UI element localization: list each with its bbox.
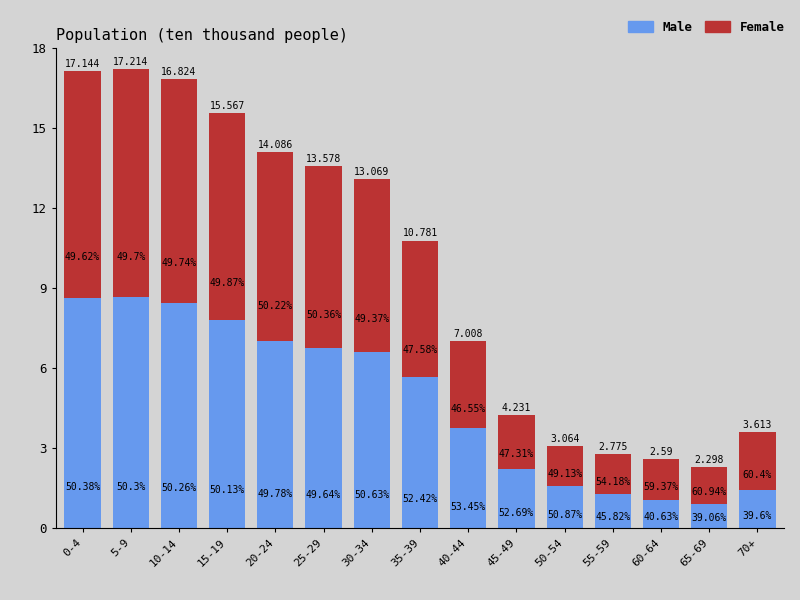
Bar (258, 152, 294, 341)
Text: 49.74%: 49.74% (162, 258, 197, 268)
Text: 2.775: 2.775 (598, 442, 627, 452)
Text: 50.22%: 50.22% (258, 301, 293, 311)
Text: 7.008: 7.008 (454, 329, 483, 339)
Bar (594, 454, 631, 494)
Bar (450, 341, 486, 428)
Bar (546, 446, 582, 487)
Bar (161, 79, 197, 302)
Text: 46.55%: 46.55% (450, 404, 486, 414)
Text: 49.64%: 49.64% (306, 490, 342, 500)
Bar (643, 459, 679, 500)
Bar (691, 504, 727, 528)
Text: 4.231: 4.231 (502, 403, 531, 413)
Text: 45.82%: 45.82% (595, 512, 630, 521)
Bar (354, 179, 390, 352)
Text: 2.298: 2.298 (694, 455, 724, 464)
Bar (739, 431, 775, 490)
Text: 50.3%: 50.3% (116, 482, 146, 492)
Text: 2.59: 2.59 (650, 447, 673, 457)
Text: 59.37%: 59.37% (643, 482, 678, 493)
Text: 50.13%: 50.13% (210, 485, 245, 496)
Text: 17.144: 17.144 (65, 59, 100, 68)
Text: 50.36%: 50.36% (306, 310, 342, 320)
Text: 3.064: 3.064 (550, 434, 579, 444)
Text: 3.613: 3.613 (742, 419, 772, 430)
Text: 40.63%: 40.63% (643, 512, 678, 523)
Bar (161, 302, 197, 528)
Bar (643, 500, 679, 528)
Bar (258, 341, 294, 528)
Bar (450, 428, 486, 528)
Text: 60.4%: 60.4% (742, 470, 772, 480)
Bar (306, 348, 342, 528)
Bar (65, 71, 101, 298)
Text: 50.63%: 50.63% (354, 490, 390, 500)
Text: 49.62%: 49.62% (65, 253, 100, 262)
Bar (691, 467, 727, 504)
Text: 52.42%: 52.42% (402, 494, 438, 504)
Text: 53.45%: 53.45% (450, 502, 486, 512)
Text: 39.6%: 39.6% (742, 511, 772, 521)
Text: 50.26%: 50.26% (162, 483, 197, 493)
Text: 49.37%: 49.37% (354, 314, 390, 325)
Bar (498, 469, 534, 528)
Text: 49.87%: 49.87% (210, 278, 245, 287)
Text: 50.38%: 50.38% (65, 482, 100, 492)
Text: 49.7%: 49.7% (116, 251, 146, 262)
Text: 10.781: 10.781 (402, 229, 438, 238)
Text: 13.578: 13.578 (306, 154, 342, 164)
Bar (209, 320, 246, 528)
Text: Population (ten thousand people): Population (ten thousand people) (56, 28, 348, 43)
Bar (113, 297, 149, 528)
Bar (402, 241, 438, 377)
Bar (402, 377, 438, 528)
Text: 17.214: 17.214 (113, 57, 148, 67)
Bar (113, 69, 149, 297)
Text: 16.824: 16.824 (162, 67, 197, 77)
Bar (209, 113, 246, 320)
Text: 49.78%: 49.78% (258, 488, 293, 499)
Text: 39.06%: 39.06% (692, 513, 727, 523)
Bar (354, 352, 390, 528)
Text: 47.58%: 47.58% (402, 346, 438, 355)
Text: 60.94%: 60.94% (692, 487, 727, 497)
Bar (65, 298, 101, 528)
Bar (498, 415, 534, 469)
Text: 15.567: 15.567 (210, 101, 245, 111)
Legend: Male, Female: Male, Female (627, 20, 785, 34)
Bar (306, 166, 342, 348)
Bar (546, 487, 582, 528)
Text: 13.069: 13.069 (354, 167, 390, 178)
Text: 54.18%: 54.18% (595, 477, 630, 487)
Text: 50.87%: 50.87% (547, 511, 582, 520)
Bar (739, 490, 775, 528)
Text: 47.31%: 47.31% (498, 449, 534, 459)
Text: 14.086: 14.086 (258, 140, 293, 150)
Text: 49.13%: 49.13% (547, 469, 582, 479)
Text: 52.69%: 52.69% (498, 508, 534, 518)
Bar (594, 494, 631, 528)
